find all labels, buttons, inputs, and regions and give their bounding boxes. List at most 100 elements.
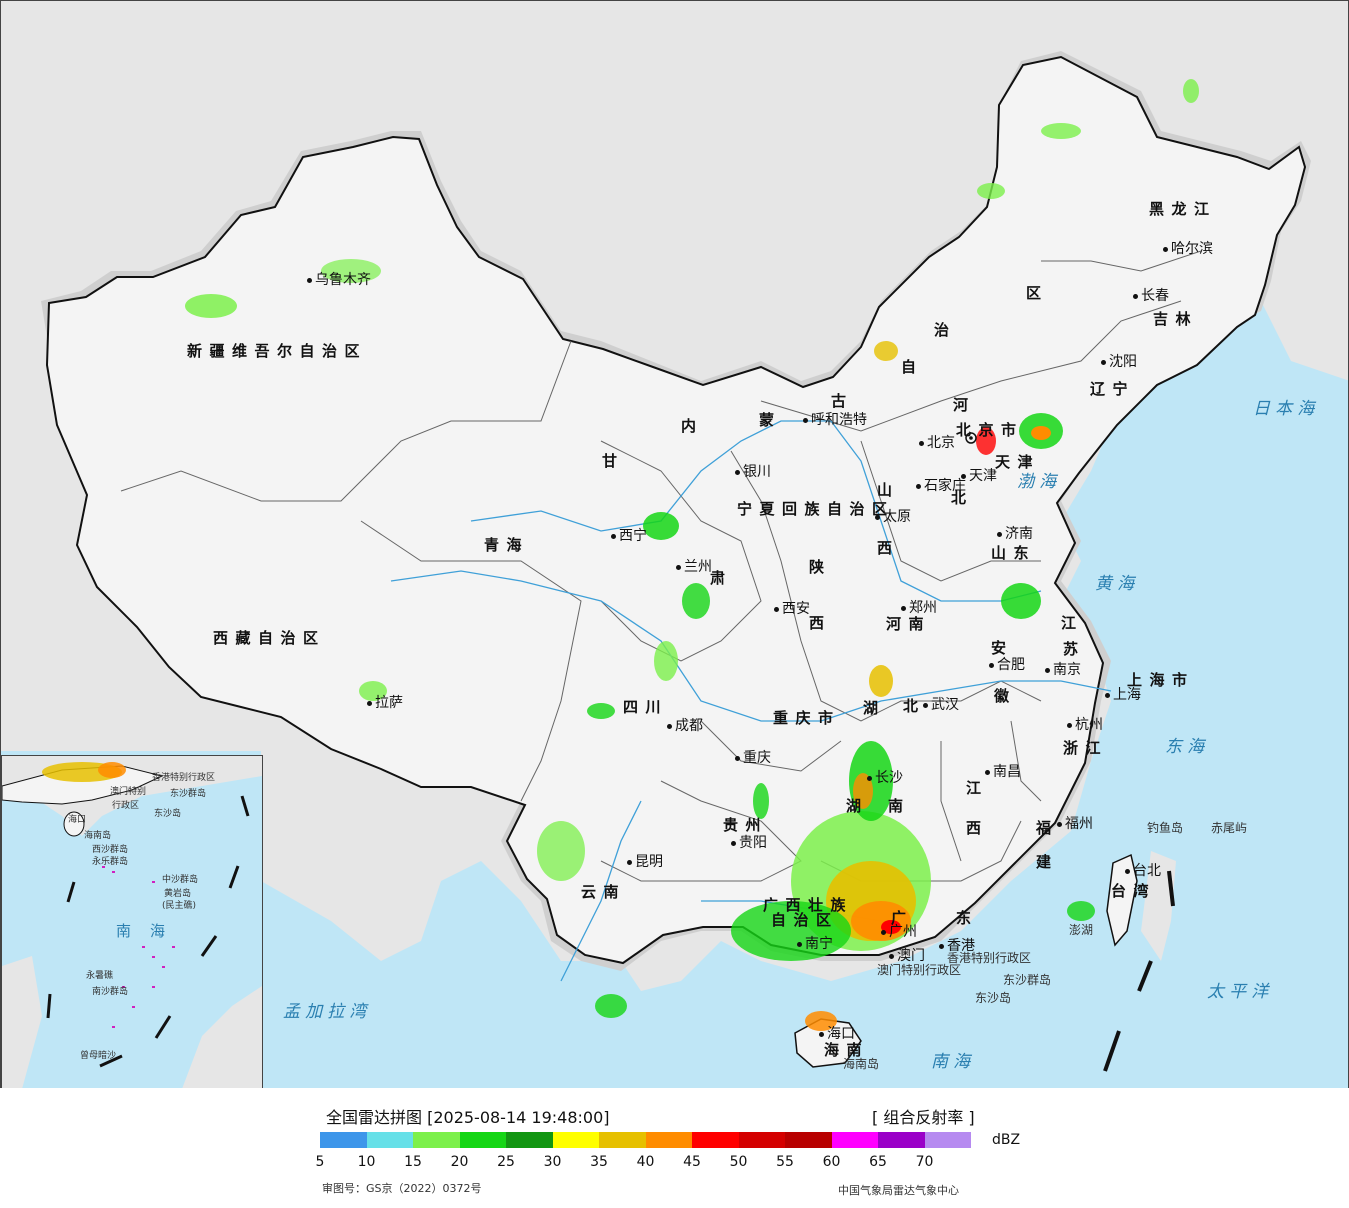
taiwan-neighbour: [1141, 851, 1176, 961]
sea-label: 黄海: [1095, 574, 1140, 594]
city-dot-icon: [1105, 692, 1110, 698]
scale-tick-label: 70: [915, 1154, 934, 1170]
color-scale: [320, 1132, 971, 1148]
city-dot-icon: [367, 700, 372, 706]
city-label: 西宁: [611, 525, 647, 545]
city-dot-icon: [923, 702, 928, 708]
city-label: 南宁: [797, 933, 833, 953]
scale-swatch: [831, 1132, 878, 1148]
city-dot-icon: [961, 473, 966, 479]
province-label: 湖: [863, 699, 886, 717]
province-label: 河南: [886, 615, 932, 633]
province-label: 广: [891, 909, 914, 927]
province-label: 山: [877, 481, 900, 499]
city-dot-icon: [985, 769, 990, 775]
scale-tick-label: 60: [822, 1154, 841, 1170]
city-dot-icon: [819, 1031, 824, 1037]
china-land: [45, 55, 1307, 965]
city-label: 济南: [997, 523, 1033, 543]
province-label: 江: [966, 779, 989, 797]
city-label: 广州: [881, 921, 917, 941]
island-label: 海南岛: [843, 1057, 880, 1071]
island-label: 香港特别行政区: [947, 951, 1032, 965]
province-label: 苏: [1063, 640, 1086, 658]
city-label: 成都: [667, 715, 703, 735]
scale-tick-label: 35: [590, 1154, 608, 1170]
sea-label: 东海: [1165, 737, 1210, 757]
sea-label: 渤海: [1017, 472, 1062, 492]
city-dot-icon: [939, 943, 944, 949]
city-label: 西安: [774, 598, 810, 618]
inset-label: 行政区: [112, 801, 140, 811]
city-dot-icon: [667, 723, 672, 729]
province-label: 西藏自治区: [213, 629, 326, 647]
province-label: 云南: [581, 883, 627, 901]
city-label: 澳门: [889, 945, 925, 965]
province-label: 广西壮族: [763, 896, 854, 914]
island-label: 赤尾屿: [1211, 821, 1248, 835]
product-label: [ 组合反射率 ]: [872, 1108, 975, 1127]
province-label: 北京市: [956, 421, 1024, 439]
city-dot-icon: [919, 440, 924, 446]
province-label: 河: [953, 396, 976, 414]
radar-echoes: [185, 79, 1199, 1031]
inset-label: 海口: [68, 815, 87, 825]
province-label: 南: [888, 797, 911, 815]
inset-label: 澳门特别: [110, 787, 147, 797]
inset-label: 中沙群岛: [162, 875, 199, 885]
island-label: 钓鱼岛: [1147, 821, 1184, 835]
city-label: 北京: [919, 432, 955, 452]
inset-label: 东沙岛: [154, 809, 182, 819]
scale-tick-label: 40: [636, 1154, 655, 1170]
scale-tick-label: 20: [450, 1154, 469, 1170]
inset-map: [2, 756, 262, 1088]
inset-label: 曾母暗沙: [80, 1051, 117, 1061]
island-label: 东沙岛: [975, 991, 1012, 1005]
province-label: 上海市: [1127, 671, 1195, 689]
sea-label: 孟加拉湾: [283, 1002, 372, 1022]
province-label: 吉林: [1153, 310, 1199, 328]
city-label: 贵阳: [731, 832, 767, 852]
city-dot-icon: [1045, 667, 1050, 673]
province-label: 台湾: [1111, 882, 1157, 900]
province-label: 陕: [809, 558, 832, 576]
province-label: 北: [951, 489, 974, 507]
province-label: 内: [681, 417, 704, 435]
inset-label: 南: [116, 922, 132, 940]
map-base: [1, 1, 1348, 1072]
legend-title: 全国雷达拼图 [2025-08-14 19:48:00]: [326, 1108, 610, 1127]
province-label: 建: [1036, 853, 1059, 871]
province-label: 西: [809, 614, 832, 632]
city-label: 昆明: [627, 851, 663, 871]
province-label: 古: [831, 392, 854, 410]
province-label: 福: [1036, 819, 1059, 837]
inset-label: 永暑礁: [86, 971, 114, 981]
scale-tick-label: 30: [543, 1154, 562, 1170]
city-dot-icon: [1101, 359, 1106, 365]
city-dot-icon: [1163, 246, 1168, 252]
city-dot-icon: [735, 755, 740, 761]
island-label: 澳门特别行政区: [877, 963, 962, 977]
province-label: 新疆维吾尔自治区: [187, 342, 368, 360]
province-label: 江: [1061, 614, 1084, 632]
province-label: 安: [991, 639, 1014, 657]
province-label: 海南: [824, 1041, 870, 1059]
scale-swatch: [599, 1132, 646, 1148]
city-dot-icon: [1067, 722, 1072, 728]
province-label: 天津: [995, 453, 1041, 471]
city-dot-icon: [1133, 293, 1138, 299]
city-label: 福州: [1057, 813, 1093, 833]
province-label: 辽宁: [1090, 380, 1136, 398]
island-label: 澎湖: [1069, 923, 1094, 937]
city-label: 石家庄: [916, 475, 966, 495]
city-label: 沈阳: [1101, 351, 1137, 371]
province-label: 区: [1026, 284, 1049, 302]
city-label: 银川: [735, 461, 771, 481]
city-dot-icon: [627, 859, 632, 865]
scale-swatch: [692, 1132, 739, 1148]
city-label: 长沙: [867, 767, 903, 787]
city-label: 长春: [1133, 285, 1169, 305]
province-label: 浙江: [1063, 739, 1109, 757]
city-dot-icon: [867, 775, 872, 781]
city-label: 太原: [875, 506, 911, 526]
